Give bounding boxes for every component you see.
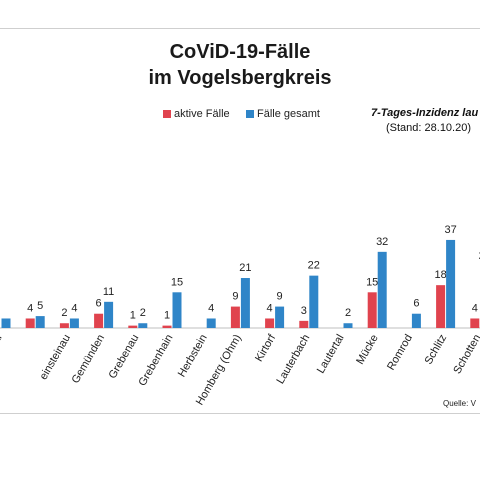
bar-active	[367, 292, 377, 328]
data-label-active: 1	[130, 310, 136, 322]
chart-panel	[0, 28, 480, 414]
bar-total	[275, 306, 285, 328]
bar-active	[94, 313, 104, 328]
incidence-note-date: (Stand: 28.10.20)	[386, 122, 472, 134]
data-label-total: 26	[479, 250, 480, 262]
bar-total	[206, 318, 216, 328]
bar-total	[1, 318, 11, 328]
bar-total	[138, 323, 148, 328]
bar-total	[240, 278, 250, 328]
x-tick-label: Schlitz	[423, 333, 450, 367]
data-label-active: 4	[267, 302, 273, 314]
data-label-active: 4	[472, 302, 478, 314]
bar-active	[162, 325, 172, 328]
data-label-active: 2	[61, 307, 67, 319]
bar-total	[446, 239, 456, 328]
data-label-total: 11	[103, 286, 114, 298]
data-label-total: 9	[277, 291, 283, 303]
data-label-active: 3	[301, 305, 307, 317]
bar-active	[299, 320, 309, 328]
data-label-total: 32	[376, 236, 388, 248]
bar-total	[377, 251, 387, 328]
bar-total	[35, 316, 45, 328]
bar-total	[309, 275, 319, 328]
x-tick-label: Grebenau	[107, 333, 142, 381]
bar-active	[59, 323, 69, 328]
x-tick-label: Grebenhain	[136, 333, 175, 389]
x-tick-label: Mücke	[354, 333, 381, 367]
data-label-total: 2	[140, 307, 146, 319]
data-label-total: 37	[444, 224, 456, 236]
data-label-active: 6	[96, 298, 102, 310]
legend-swatch-total	[246, 110, 254, 118]
data-label-total: 5	[37, 300, 43, 312]
source-note: Quelle: V	[443, 399, 476, 408]
data-label-active: 1	[164, 310, 170, 322]
x-tick-label: Romrod	[385, 333, 415, 373]
legend-swatch-active	[163, 110, 171, 118]
bar-total	[343, 323, 353, 328]
data-label-total: 6	[413, 298, 419, 310]
bar-total	[104, 301, 114, 328]
bar-active	[470, 318, 480, 328]
x-tick-label: Lautertal	[315, 333, 347, 376]
legend-label-total: Fälle gesamt	[257, 108, 320, 120]
legend-label-active: aktive Fälle	[174, 108, 230, 120]
bar-active	[436, 285, 446, 328]
bar-active	[128, 325, 138, 328]
chart-title-line2: im Vogelsbergkreis	[148, 67, 332, 89]
bar-active	[25, 318, 35, 328]
data-label-total: 4	[208, 302, 214, 314]
bar-active	[265, 318, 275, 328]
data-label-total: 4	[71, 302, 77, 314]
bar-total	[172, 292, 182, 328]
bar-active	[230, 306, 240, 328]
data-label-total: 22	[308, 260, 320, 272]
x-tick-label: einsteinau	[38, 333, 73, 382]
x-tick-label: tal	[0, 333, 5, 349]
data-label-active: 4	[27, 302, 33, 314]
x-tick-label: Herbstein	[176, 333, 210, 380]
incidence-note-title: 7-Tages-Inzidenz lau	[371, 107, 479, 119]
chart-title-line1: CoViD-19-Fälle	[169, 41, 311, 63]
data-label-total: 2	[345, 307, 351, 319]
data-label-total: 21	[239, 262, 251, 274]
data-label-active: 9	[232, 291, 238, 303]
bar-total	[411, 313, 421, 328]
bar-total	[69, 318, 79, 328]
x-tick-label: Lauterbach	[274, 333, 312, 387]
x-tick-label: Kirtorf	[253, 332, 279, 364]
data-label-active: 15	[366, 276, 378, 288]
data-label-active: 18	[434, 269, 446, 281]
x-tick-label: Gemünden	[70, 333, 108, 386]
x-tick-label: Schotten	[451, 333, 480, 377]
data-label-total: 15	[171, 276, 183, 288]
